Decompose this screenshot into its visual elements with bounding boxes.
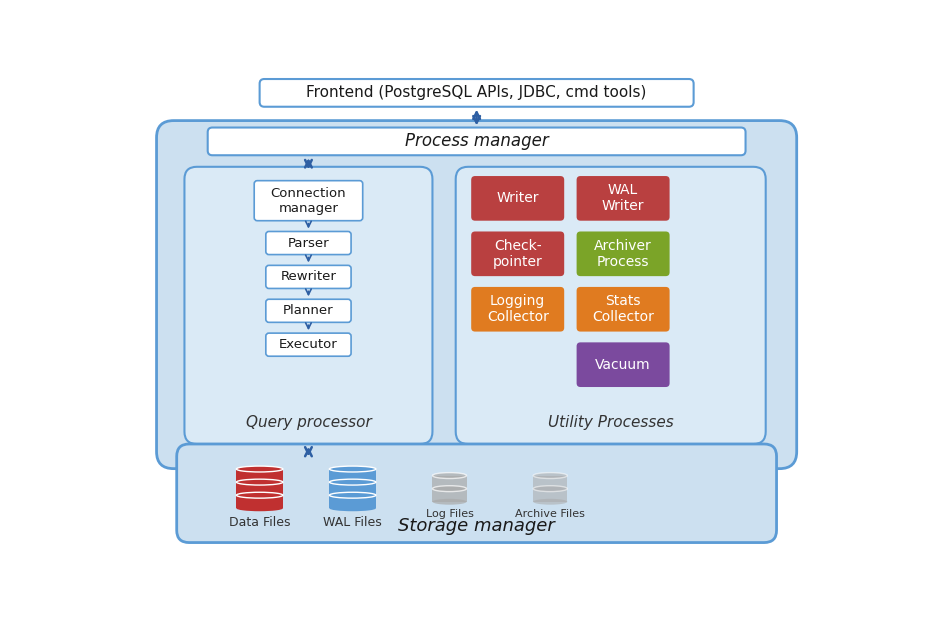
Polygon shape xyxy=(329,495,376,508)
Ellipse shape xyxy=(329,479,376,485)
Ellipse shape xyxy=(236,505,283,511)
Text: Writer: Writer xyxy=(497,192,539,205)
Polygon shape xyxy=(329,482,376,495)
Polygon shape xyxy=(236,469,283,482)
Text: Vacuum: Vacuum xyxy=(595,358,651,371)
Polygon shape xyxy=(432,489,467,502)
Text: Archiver
Process: Archiver Process xyxy=(594,239,652,269)
Ellipse shape xyxy=(236,479,283,485)
Ellipse shape xyxy=(432,499,467,505)
Ellipse shape xyxy=(329,492,376,498)
Text: Executor: Executor xyxy=(279,338,338,351)
Text: Archive Files: Archive Files xyxy=(515,510,585,520)
Text: Frontend (PostgreSQL APIs, JDBC, cmd tools): Frontend (PostgreSQL APIs, JDBC, cmd too… xyxy=(307,86,646,100)
Text: Stats
Collector: Stats Collector xyxy=(592,294,654,324)
FancyBboxPatch shape xyxy=(177,444,777,542)
Text: Storage manager: Storage manager xyxy=(398,517,555,535)
Ellipse shape xyxy=(329,466,376,472)
Ellipse shape xyxy=(432,472,467,479)
Text: WAL Files: WAL Files xyxy=(324,516,382,529)
Ellipse shape xyxy=(533,485,567,492)
Ellipse shape xyxy=(432,485,467,492)
FancyBboxPatch shape xyxy=(156,121,797,469)
Polygon shape xyxy=(236,482,283,495)
Ellipse shape xyxy=(236,492,283,498)
Text: Utility Processes: Utility Processes xyxy=(548,415,673,430)
FancyBboxPatch shape xyxy=(577,342,670,387)
Ellipse shape xyxy=(236,466,283,472)
FancyBboxPatch shape xyxy=(266,333,351,356)
Text: Rewriter: Rewriter xyxy=(281,270,337,283)
Ellipse shape xyxy=(533,499,567,505)
FancyBboxPatch shape xyxy=(472,231,565,276)
Polygon shape xyxy=(236,495,283,508)
Text: Data Files: Data Files xyxy=(229,516,290,529)
FancyBboxPatch shape xyxy=(472,287,565,332)
Text: Parser: Parser xyxy=(287,237,329,249)
Text: WAL
Writer: WAL Writer xyxy=(602,184,644,213)
FancyBboxPatch shape xyxy=(266,299,351,322)
FancyBboxPatch shape xyxy=(456,167,765,444)
FancyBboxPatch shape xyxy=(577,176,670,221)
FancyBboxPatch shape xyxy=(259,79,694,107)
Text: Query processor: Query processor xyxy=(246,415,371,430)
FancyBboxPatch shape xyxy=(266,265,351,288)
Text: Check-
pointer: Check- pointer xyxy=(493,239,542,269)
Polygon shape xyxy=(533,476,567,489)
FancyBboxPatch shape xyxy=(472,176,565,221)
FancyBboxPatch shape xyxy=(184,167,432,444)
FancyBboxPatch shape xyxy=(266,231,351,255)
FancyBboxPatch shape xyxy=(254,180,363,221)
Text: Logging
Collector: Logging Collector xyxy=(486,294,549,324)
Polygon shape xyxy=(329,469,376,482)
Text: Planner: Planner xyxy=(283,304,334,317)
FancyBboxPatch shape xyxy=(577,231,670,276)
FancyBboxPatch shape xyxy=(577,287,670,332)
FancyBboxPatch shape xyxy=(207,128,746,155)
Text: Log Files: Log Files xyxy=(426,510,473,520)
Polygon shape xyxy=(432,476,467,489)
Text: Connection
manager: Connection manager xyxy=(271,187,346,215)
Ellipse shape xyxy=(533,472,567,479)
Ellipse shape xyxy=(329,505,376,511)
Text: Process manager: Process manager xyxy=(405,133,549,151)
Polygon shape xyxy=(533,489,567,502)
